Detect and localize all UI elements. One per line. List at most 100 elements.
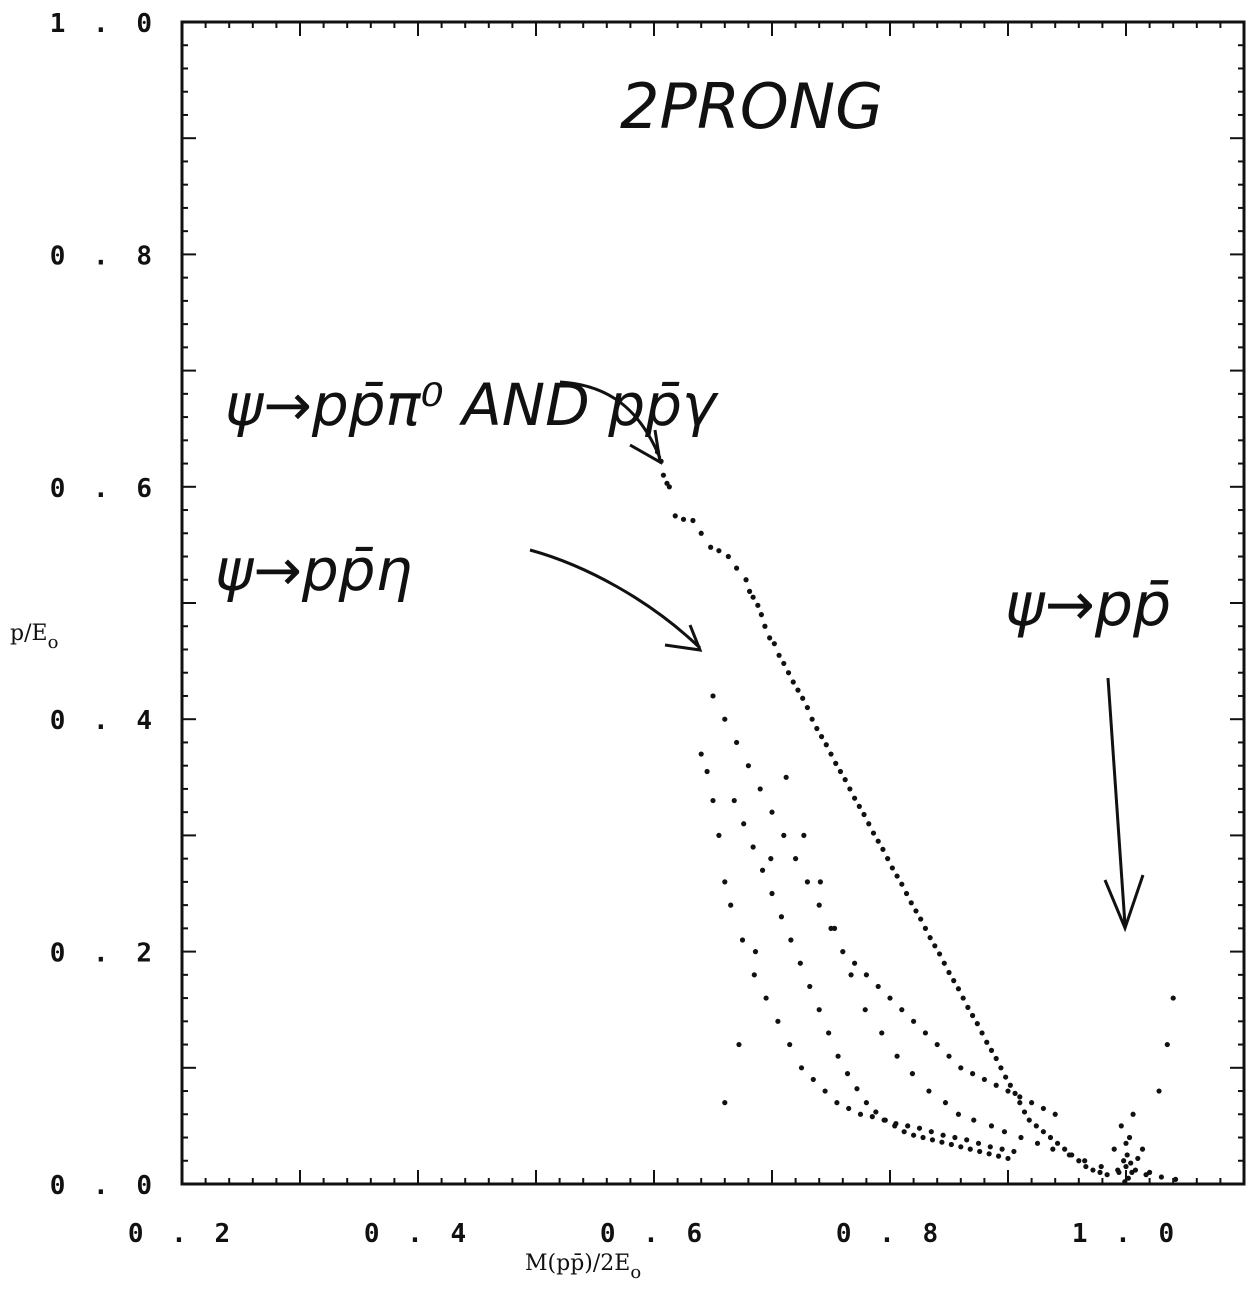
data-point <box>842 777 848 783</box>
data-point <box>1011 1148 1017 1155</box>
data-point <box>781 832 787 839</box>
data-point <box>1076 1158 1082 1164</box>
data-point <box>790 679 796 685</box>
data-point <box>970 1071 976 1077</box>
data-point <box>965 1004 971 1010</box>
y-tick-labels: 0 . 0 0 . 2 0 . 4 0 . 6 0 . 8 1 . 0 <box>50 9 158 1201</box>
data-point <box>807 983 813 990</box>
data-point <box>987 1144 993 1150</box>
data-point <box>797 960 803 966</box>
data-point <box>1012 1090 1018 1096</box>
data-point <box>922 1030 929 1036</box>
data-point <box>804 704 811 711</box>
data-point <box>875 838 881 844</box>
data-point <box>1034 1140 1041 1146</box>
data-point <box>763 995 769 1001</box>
data-point <box>911 1132 917 1138</box>
data-point <box>986 1151 992 1157</box>
data-point <box>880 846 886 852</box>
data-point <box>710 797 716 804</box>
data-point <box>734 739 740 746</box>
data-point <box>698 751 704 757</box>
data-point <box>660 472 667 478</box>
data-point <box>857 1111 864 1117</box>
data-point <box>903 890 910 897</box>
data-point <box>680 516 687 522</box>
data-point <box>1122 1179 1128 1185</box>
annotation-arrowhead-ppbar <box>1103 874 1145 933</box>
data-point <box>1040 1105 1046 1112</box>
data-point <box>1005 1088 1011 1094</box>
data-point <box>1007 1082 1013 1088</box>
data-point <box>1170 995 1176 1001</box>
data-point <box>1026 1117 1032 1123</box>
data-point <box>690 517 696 524</box>
x-tick-label: 0 . 2 <box>128 1219 236 1249</box>
x-axis-title: M(pp̄)/2Eo <box>525 1251 641 1283</box>
data-point <box>783 774 789 780</box>
data-point <box>826 1030 832 1036</box>
data-point <box>1005 1155 1011 1162</box>
data-point <box>942 1100 949 1106</box>
data-point <box>828 751 834 757</box>
data-point <box>1172 1176 1179 1182</box>
data-point <box>1001 1129 1008 1135</box>
data-point <box>722 879 728 885</box>
annotation-ppbar-pi0: ψ→pp̄π⁰ AND pp̄γ <box>225 371 719 439</box>
data-point <box>788 937 794 943</box>
y-tick-label: 0 . 2 <box>50 939 158 969</box>
data-point <box>1003 1074 1009 1080</box>
data-point <box>785 670 792 676</box>
data-point <box>911 1018 917 1024</box>
data-point <box>741 821 747 827</box>
data-point <box>870 830 877 836</box>
data-point <box>846 1105 852 1112</box>
data-point <box>837 768 844 775</box>
data-point <box>814 725 820 732</box>
data-point <box>1139 1146 1146 1152</box>
data-point <box>1115 1167 1121 1173</box>
data-point <box>672 513 678 519</box>
data-point <box>698 530 704 536</box>
x-tick-label: 1 . 0 <box>1072 1219 1180 1249</box>
data-point <box>1062 1146 1068 1152</box>
data-point <box>929 1137 936 1143</box>
data-point <box>1098 1163 1104 1170</box>
data-point <box>863 1100 870 1106</box>
data-point <box>762 623 768 629</box>
data-point <box>922 925 929 931</box>
data-point <box>856 803 862 809</box>
data-point <box>926 1088 932 1094</box>
data-point <box>1033 1123 1039 1129</box>
data-point <box>1128 1160 1134 1166</box>
data-point <box>934 1041 940 1048</box>
data-point <box>708 544 714 550</box>
data-point <box>722 716 728 722</box>
data-point <box>1118 1123 1124 1129</box>
data-point <box>768 856 774 862</box>
data-point <box>775 1018 781 1024</box>
data-point <box>928 1129 934 1135</box>
data-point <box>879 1030 885 1036</box>
data-point <box>1066 1152 1072 1158</box>
data-point <box>1135 1155 1141 1162</box>
data-point <box>710 693 716 699</box>
data-point <box>734 565 740 571</box>
data-point <box>862 1007 868 1013</box>
data-point <box>835 1053 841 1059</box>
data-point <box>981 1076 988 1083</box>
annotation-ppbar-eta: ψ→pp̄η <box>215 536 412 604</box>
data-point <box>1123 1140 1129 1146</box>
data-point <box>810 1076 816 1083</box>
data-point <box>809 716 815 722</box>
x-tick-label: 0 . 6 <box>600 1219 708 1249</box>
data-point <box>892 1123 898 1129</box>
data-point <box>1017 1100 1023 1106</box>
data-point <box>901 1129 907 1135</box>
data-point <box>704 768 710 775</box>
data-point <box>795 687 801 693</box>
data-point <box>854 1086 860 1092</box>
data-point <box>889 865 895 871</box>
data-point <box>946 969 952 976</box>
chart-title: 2PRONG <box>620 70 883 143</box>
